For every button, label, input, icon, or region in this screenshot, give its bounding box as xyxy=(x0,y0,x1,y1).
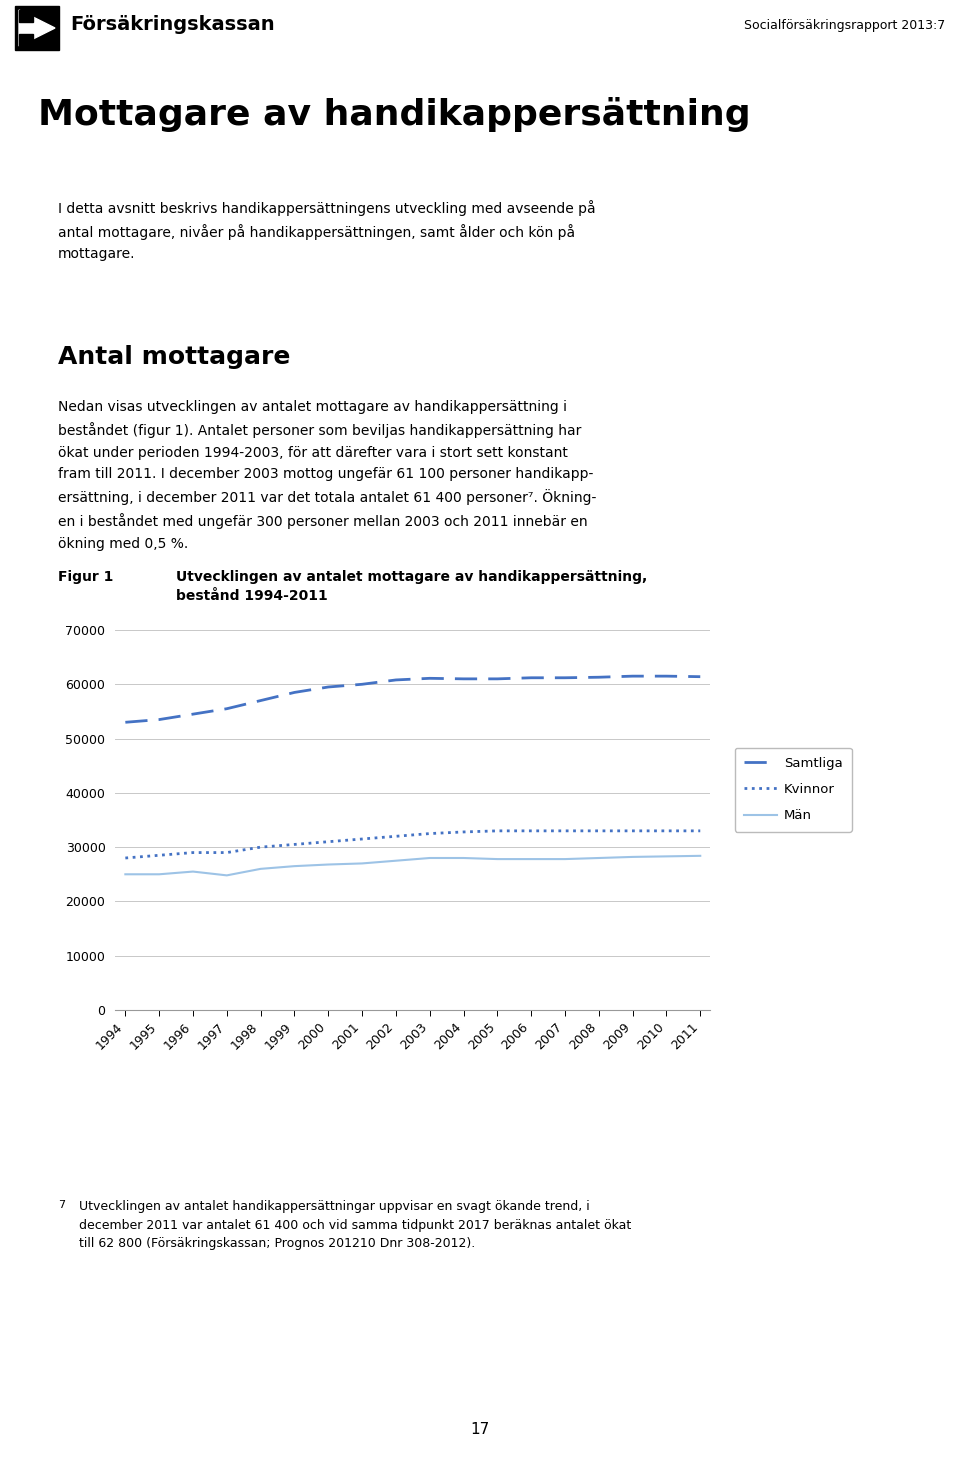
Text: Socialförsäkringsrapport 2013:7: Socialförsäkringsrapport 2013:7 xyxy=(744,19,945,32)
Text: Utvecklingen av antalet mottagare av handikappersättning,
bestånd 1994-2011: Utvecklingen av antalet mottagare av han… xyxy=(176,570,647,604)
Män xyxy=(254,860,266,878)
Män xyxy=(694,847,706,864)
Män xyxy=(424,850,436,867)
Samtliga xyxy=(525,670,537,687)
Män xyxy=(627,848,638,866)
Legend: Samtliga, Kvinnor, Män: Samtliga, Kvinnor, Män xyxy=(734,747,852,832)
Kvinnor xyxy=(627,822,638,839)
Kvinnor xyxy=(356,831,368,848)
Män xyxy=(660,848,672,866)
Män xyxy=(356,854,368,872)
Kvinnor xyxy=(458,823,469,841)
Män xyxy=(120,866,132,883)
Samtliga xyxy=(221,700,232,718)
Text: Figur 1: Figur 1 xyxy=(58,570,113,585)
Kvinnor xyxy=(694,822,706,839)
Samtliga xyxy=(694,668,706,686)
Bar xyxy=(15,6,59,50)
Line: Män: Män xyxy=(126,856,700,876)
Samtliga xyxy=(593,668,605,686)
Text: Försäkringskassan: Försäkringskassan xyxy=(70,16,275,35)
Kvinnor xyxy=(120,850,132,867)
Samtliga xyxy=(254,691,266,709)
Text: Antal mottagare: Antal mottagare xyxy=(58,344,290,369)
Män xyxy=(154,866,165,883)
Kvinnor xyxy=(221,844,232,861)
Samtliga xyxy=(323,678,334,696)
Män xyxy=(593,850,605,867)
Samtliga xyxy=(390,671,401,689)
Män xyxy=(525,850,537,867)
Män xyxy=(289,857,300,875)
Text: Utvecklingen av antalet handikappersättningar uppvisar en svagt ökande trend, i
: Utvecklingen av antalet handikappersättn… xyxy=(79,1200,631,1250)
Kvinnor xyxy=(187,844,199,861)
Text: 7: 7 xyxy=(58,1200,64,1210)
Samtliga xyxy=(356,675,368,693)
Män xyxy=(221,867,232,885)
Kvinnor xyxy=(660,822,672,839)
Kvinnor xyxy=(323,834,334,851)
Samtliga xyxy=(660,668,672,686)
Kvinnor xyxy=(560,822,571,839)
Kvinnor xyxy=(525,822,537,839)
Samtliga xyxy=(289,684,300,702)
Text: I detta avsnitt beskrivs handikappersättningens utveckling med avseende på
antal: I detta avsnitt beskrivs handikappersätt… xyxy=(58,201,595,261)
Samtliga xyxy=(627,668,638,686)
Kvinnor xyxy=(289,835,300,853)
Kvinnor xyxy=(390,828,401,845)
Män xyxy=(323,856,334,873)
Kvinnor xyxy=(254,838,266,856)
Samtliga xyxy=(458,670,469,687)
Män xyxy=(560,850,571,867)
Män xyxy=(458,850,469,867)
Line: Samtliga: Samtliga xyxy=(126,677,700,722)
Samtliga xyxy=(154,711,165,728)
Samtliga xyxy=(424,670,436,687)
Samtliga xyxy=(560,670,571,687)
Bar xyxy=(19,10,33,22)
Kvinnor xyxy=(424,825,436,842)
Kvinnor xyxy=(154,847,165,864)
Män xyxy=(492,850,503,867)
Line: Kvinnor: Kvinnor xyxy=(126,831,700,858)
Samtliga xyxy=(187,705,199,722)
Polygon shape xyxy=(19,10,55,45)
Män xyxy=(187,863,199,880)
Samtliga xyxy=(120,713,132,731)
Text: Mottagare av handikappersättning: Mottagare av handikappersättning xyxy=(38,97,751,132)
Kvinnor xyxy=(593,822,605,839)
Män xyxy=(390,853,401,870)
Bar xyxy=(19,34,33,45)
Text: 17: 17 xyxy=(470,1423,490,1437)
Text: Nedan visas utvecklingen av antalet mottagare av handikappersättning i
beståndet: Nedan visas utvecklingen av antalet mott… xyxy=(58,400,596,551)
Samtliga xyxy=(492,670,503,687)
Kvinnor xyxy=(492,822,503,839)
